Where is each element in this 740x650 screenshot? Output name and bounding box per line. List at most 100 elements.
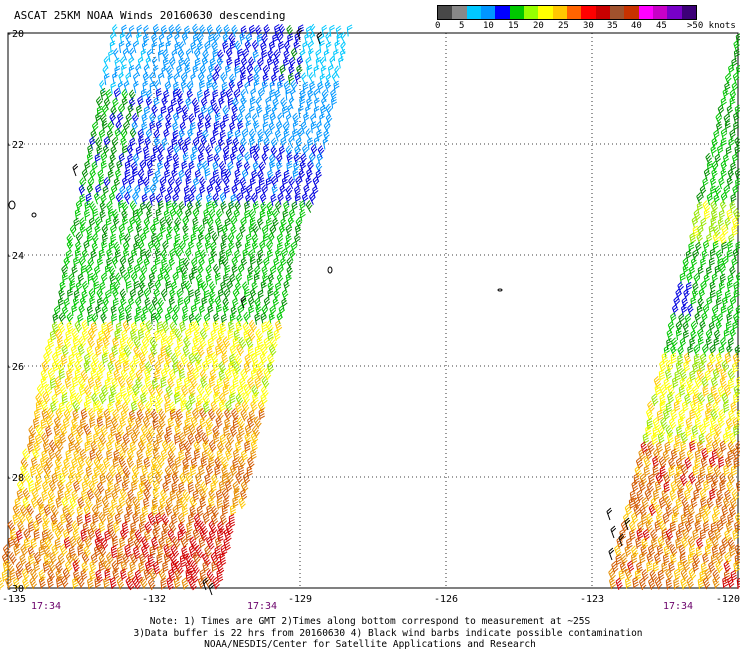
wind-barb — [124, 191, 131, 205]
wind-barb — [320, 65, 327, 78]
wind-barb — [57, 553, 66, 566]
wind-barb — [299, 49, 306, 62]
wind-barb — [130, 271, 138, 285]
wind-barb — [243, 161, 251, 174]
wind-barb — [166, 65, 173, 79]
wind-barb — [261, 49, 268, 62]
wind-barb — [100, 151, 108, 165]
wind-barb — [89, 168, 97, 181]
wind-barb — [158, 42, 165, 54]
wind-barb — [238, 144, 246, 158]
wind-barb — [719, 273, 726, 286]
wind-barb — [253, 80, 260, 93]
wind-barb — [246, 63, 254, 77]
wind-barb — [727, 168, 735, 181]
wind-barb — [72, 335, 80, 349]
wind-barb — [260, 279, 267, 293]
wind-barb — [295, 175, 302, 189]
wind-barb — [265, 96, 271, 109]
wind-barb — [113, 177, 121, 190]
wind-barb — [16, 488, 24, 501]
wind-barb — [694, 480, 703, 493]
wind-barb — [730, 464, 738, 477]
wind-barb — [162, 240, 169, 254]
wind-barb — [170, 559, 178, 574]
wind-barb — [683, 505, 690, 518]
wind-barb — [83, 399, 91, 413]
wind-barb — [271, 73, 278, 86]
wind-barb — [165, 385, 173, 398]
wind-barb — [20, 543, 28, 557]
wind-barb — [232, 336, 240, 349]
wind-barb — [121, 24, 127, 37]
wind-barb — [645, 520, 653, 533]
wind-barb — [169, 552, 179, 566]
wind-barb — [208, 408, 216, 422]
wind-barb — [227, 97, 234, 110]
wind-barb — [133, 336, 142, 350]
wind-barb — [250, 88, 257, 101]
wind-barb — [214, 144, 222, 158]
wind-barb — [143, 217, 151, 230]
wind-barb — [624, 503, 633, 517]
wind-barb — [146, 209, 153, 222]
wind-barb — [40, 456, 47, 469]
wind-barb — [196, 383, 205, 397]
wind-barb — [124, 169, 131, 181]
wind-barb — [94, 488, 102, 502]
wind-barb — [222, 145, 230, 159]
wind-barb — [182, 215, 189, 229]
wind-barb — [175, 23, 182, 37]
wind-barb — [323, 49, 330, 62]
wind-barb — [179, 472, 187, 485]
wind-barb — [63, 528, 71, 542]
wind-barb — [207, 304, 214, 317]
wind-barb — [95, 183, 102, 197]
wind-barb — [323, 121, 331, 134]
wind-barb — [192, 489, 200, 502]
wind-barb — [185, 553, 193, 566]
wind-barb — [40, 399, 49, 413]
wind-barb — [75, 240, 82, 254]
wind-barb — [141, 121, 148, 134]
right-swath — [608, 33, 740, 591]
wind-barb — [188, 544, 197, 559]
wind-barb — [276, 233, 284, 246]
wind-barb — [214, 456, 223, 470]
wind-barb — [99, 201, 107, 214]
wind-barb — [285, 145, 293, 158]
wind-barb — [137, 177, 144, 190]
wind-barb — [708, 321, 716, 334]
wind-barb — [253, 416, 262, 429]
wind-barb — [705, 152, 712, 166]
wind-barb — [50, 400, 58, 414]
wind-barb — [129, 137, 136, 150]
wind-barb — [320, 104, 327, 118]
wind-barb — [713, 329, 721, 342]
wind-barb — [55, 439, 64, 453]
wind-barb — [699, 569, 706, 583]
wind-barb — [236, 432, 244, 445]
wind-barb — [725, 320, 732, 333]
wind-barb — [678, 521, 685, 534]
wind-barb — [713, 504, 721, 518]
wind-barb — [30, 568, 39, 582]
wind-barb — [207, 105, 214, 118]
wind-barb — [95, 112, 102, 125]
wind-barb — [95, 304, 102, 318]
wind-barb — [63, 457, 71, 471]
wind-barb — [248, 24, 256, 38]
wind-barb — [148, 272, 156, 285]
wind-barb — [217, 328, 225, 341]
wind-barb — [204, 120, 212, 133]
wind-barb — [110, 224, 117, 237]
wind-barb — [118, 345, 126, 358]
wind-barb — [207, 495, 215, 509]
wind-barb — [232, 287, 240, 301]
wind-barb — [631, 545, 639, 558]
wind-barb — [116, 504, 124, 517]
wind-barb — [224, 408, 232, 421]
wind-barb — [87, 313, 93, 326]
wind-barb — [177, 137, 185, 150]
wind-barb — [674, 433, 682, 446]
